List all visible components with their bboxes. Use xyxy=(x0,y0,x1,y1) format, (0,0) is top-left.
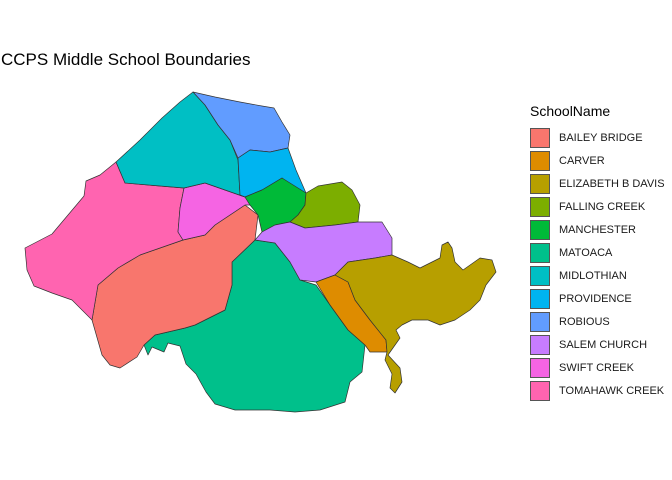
legend-label: SWIFT CREEK xyxy=(559,361,634,374)
legend-key-swatch xyxy=(530,196,550,217)
legend-key-swatch xyxy=(530,150,550,171)
legend-item: ROBIOUS xyxy=(530,310,665,333)
legend-key-swatch xyxy=(530,219,550,240)
legend-item: SALEM CHURCH xyxy=(530,333,665,356)
legend-item: CARVER xyxy=(530,149,665,172)
legend-label: PROVIDENCE xyxy=(559,292,632,305)
legend-label: ROBIOUS xyxy=(559,315,610,328)
legend-label: MANCHESTER xyxy=(559,223,637,236)
legend-item: MANCHESTER xyxy=(530,218,665,241)
legend-key-swatch xyxy=(530,242,550,263)
legend-item: SWIFT CREEK xyxy=(530,356,665,379)
legend-item: PROVIDENCE xyxy=(530,287,665,310)
legend-label: ELIZABETH B DAVIS xyxy=(559,177,665,190)
legend-item: BAILEY BRIDGE xyxy=(530,126,665,149)
legend-item: MATOACA xyxy=(530,241,665,264)
legend-list: BAILEY BRIDGE CARVER ELIZABETH B DAVIS FALL… xyxy=(530,126,665,402)
legend-key-swatch xyxy=(530,127,550,148)
legend-item: TOMAHAWK CREEK xyxy=(530,379,665,402)
legend-key-swatch xyxy=(530,357,550,378)
legend-item: MIDLOTHIAN xyxy=(530,264,665,287)
legend-label: BAILEY BRIDGE xyxy=(559,131,643,144)
map-title: CCPS Middle School Boundaries xyxy=(1,50,251,69)
legend-key-swatch xyxy=(530,311,550,332)
legend-item: ELIZABETH B DAVIS xyxy=(530,172,665,195)
legend-label: TOMAHAWK CREEK xyxy=(559,384,665,397)
legend-label: SALEM CHURCH xyxy=(559,338,648,351)
legend-label: MATOACA xyxy=(559,246,613,259)
region-elizabeth-b-davis[interactable] xyxy=(334,241,497,394)
legend-label: FALLING CREEK xyxy=(559,200,646,213)
map-legend: SchoolName BAILEY BRIDGE CARVER ELIZABETH … xyxy=(530,103,665,402)
legend-label: CARVER xyxy=(559,154,605,167)
legend-title: SchoolName xyxy=(530,103,611,119)
legend-item: FALLING CREEK xyxy=(530,195,665,218)
legend-key-swatch xyxy=(530,380,550,401)
legend-label: MIDLOTHIAN xyxy=(559,269,627,282)
legend-key-swatch xyxy=(530,265,550,286)
legend-key-swatch xyxy=(530,173,550,194)
legend-key-swatch xyxy=(530,334,550,355)
legend-key-swatch xyxy=(530,288,550,309)
